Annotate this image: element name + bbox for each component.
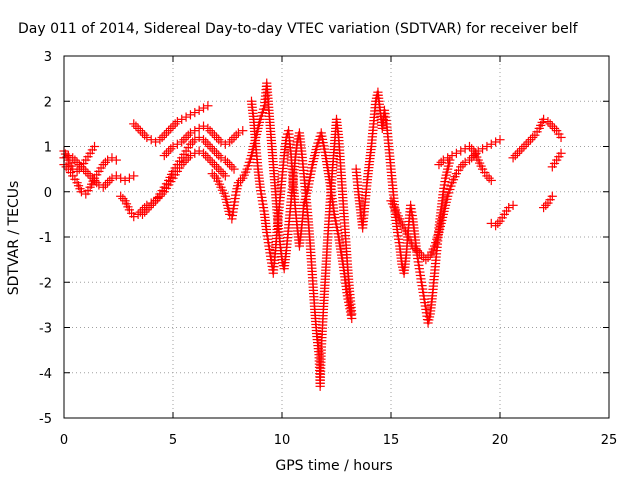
data-points-layer bbox=[59, 78, 566, 391]
x-tick-label: 0 bbox=[60, 433, 68, 448]
data-point-marker bbox=[445, 184, 455, 195]
data-point-marker bbox=[486, 175, 496, 186]
data-point-marker bbox=[244, 157, 254, 167]
data-point-marker bbox=[547, 191, 557, 201]
data-point-marker bbox=[243, 161, 253, 171]
x-tick-label: 10 bbox=[274, 433, 291, 448]
data-point-marker bbox=[444, 188, 454, 198]
y-tick-label: -5 bbox=[39, 412, 52, 427]
x-axis-label: GPS time / hours bbox=[275, 458, 392, 474]
axis-layer: 0 5 10 15 20 25 -5 -4 -3 -2 -1 0 1 2 3 bbox=[39, 50, 617, 448]
data-point-marker bbox=[229, 164, 239, 174]
data-point-marker bbox=[508, 200, 518, 210]
data-series bbox=[207, 78, 357, 391]
y-tick-label: -2 bbox=[39, 276, 52, 291]
data-point-marker bbox=[556, 132, 566, 143]
data-point-marker bbox=[203, 101, 213, 111]
data-point-marker bbox=[433, 231, 443, 241]
data-point-marker bbox=[432, 234, 442, 244]
y-tick-label: 1 bbox=[44, 141, 52, 156]
data-point-marker bbox=[129, 171, 139, 181]
data-point-marker bbox=[495, 135, 505, 145]
data-point-marker bbox=[257, 107, 267, 118]
data-point-marker bbox=[312, 141, 322, 152]
x-tick-label: 15 bbox=[383, 433, 400, 448]
data-point-marker bbox=[238, 126, 248, 136]
data-series bbox=[486, 200, 518, 231]
y-tick-label: -3 bbox=[39, 322, 52, 337]
x-tick-label: 5 bbox=[169, 433, 177, 448]
data-point-marker bbox=[430, 241, 440, 251]
data-point-marker bbox=[431, 238, 441, 248]
y-tick-label: 3 bbox=[44, 50, 52, 65]
data-series bbox=[129, 101, 213, 147]
data-series bbox=[386, 135, 505, 265]
data-point-marker bbox=[256, 111, 266, 121]
y-tick-label: 2 bbox=[44, 95, 52, 110]
data-point-marker bbox=[556, 148, 566, 158]
y-tick-label: -1 bbox=[39, 231, 52, 246]
data-point-marker bbox=[258, 104, 269, 114]
data-series bbox=[351, 87, 455, 328]
data-series bbox=[137, 132, 239, 219]
data-point-marker bbox=[446, 181, 456, 191]
data-series bbox=[547, 148, 566, 172]
y-tick-label: 0 bbox=[44, 186, 52, 201]
data-series bbox=[116, 146, 230, 222]
data-series bbox=[59, 141, 100, 176]
data-point-marker bbox=[220, 171, 230, 181]
data-point-marker bbox=[347, 313, 357, 324]
data-series bbox=[538, 191, 557, 213]
y-axis-label: SDTVAR / TECUs bbox=[6, 181, 22, 296]
data-series bbox=[508, 114, 566, 163]
data-point-marker bbox=[111, 155, 121, 165]
data-point-marker bbox=[242, 164, 252, 174]
x-tick-label: 25 bbox=[601, 433, 618, 448]
x-tick-label: 20 bbox=[492, 433, 509, 448]
chart-title: Day 011 of 2014, Sidereal Day-to-day VTE… bbox=[18, 21, 579, 37]
data-point-marker bbox=[443, 191, 453, 201]
data-series bbox=[59, 153, 121, 199]
data-series bbox=[246, 96, 357, 324]
data-point-marker bbox=[89, 141, 100, 152]
y-tick-label: -4 bbox=[39, 367, 52, 382]
data-series bbox=[159, 121, 248, 161]
data-series bbox=[434, 141, 496, 186]
